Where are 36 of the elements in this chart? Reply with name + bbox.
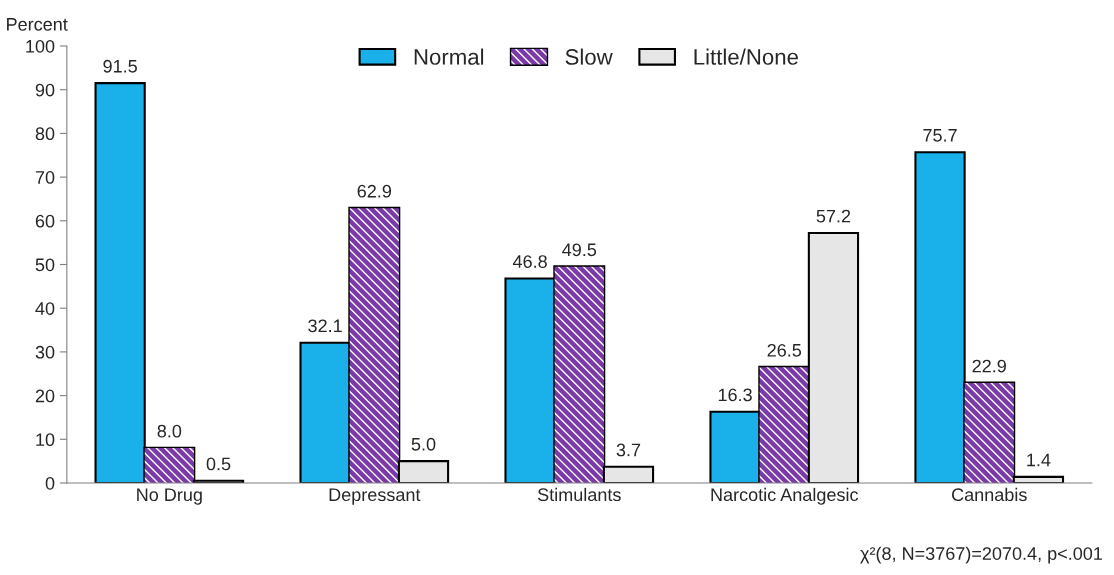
y-tick-label: 50 bbox=[35, 258, 55, 272]
data-label: 91.5 bbox=[103, 59, 137, 73]
y-tick-label: 40 bbox=[35, 302, 55, 315]
legend-label: Slow bbox=[565, 48, 613, 65]
x-tick-label: Stimulants bbox=[537, 487, 621, 502]
legend-label: Little/None bbox=[694, 48, 798, 65]
x-tick-label: Cannabis bbox=[952, 487, 1027, 502]
y-tick-label: 20 bbox=[35, 389, 55, 403]
y-tick-label: 30 bbox=[35, 345, 55, 359]
data-label: 46.8 bbox=[512, 255, 547, 268]
data-label: 0.5 bbox=[206, 457, 231, 471]
legend-label: Normal bbox=[414, 48, 484, 65]
y-tick-label: 80 bbox=[35, 127, 55, 141]
data-label: 57.2 bbox=[816, 209, 851, 223]
y-axis-title: Percent bbox=[7, 18, 68, 31]
data-label: 8.0 bbox=[157, 424, 182, 438]
y-tick-label: 90 bbox=[35, 83, 55, 97]
y-tick-label: 60 bbox=[35, 214, 55, 228]
x-tick-label: No Drug bbox=[137, 488, 202, 505]
data-label: 26.5 bbox=[767, 343, 802, 357]
data-label: 5.0 bbox=[411, 437, 436, 451]
data-label: 62.9 bbox=[357, 184, 392, 198]
y-tick-label: 10 bbox=[36, 433, 55, 447]
data-label: 49.5 bbox=[562, 243, 597, 257]
data-label: 3.7 bbox=[616, 443, 641, 457]
y-tick-label: 100 bbox=[26, 39, 55, 53]
y-tick-label: 0 bbox=[45, 476, 55, 490]
data-label: 75.7 bbox=[923, 129, 957, 142]
y-tick-label: 70 bbox=[35, 171, 55, 184]
x-tick-label: Narcotic Analgesic bbox=[711, 487, 859, 505]
data-label: 16.3 bbox=[718, 388, 752, 402]
data-label: 1.4 bbox=[1027, 453, 1051, 467]
data-label: 22.9 bbox=[972, 359, 1006, 373]
data-label: 32.1 bbox=[308, 319, 342, 333]
text: χ²(8, N=3767)=2070.4, p<.001 bbox=[860, 546, 1102, 564]
x-tick-label: Depressant bbox=[329, 488, 421, 505]
